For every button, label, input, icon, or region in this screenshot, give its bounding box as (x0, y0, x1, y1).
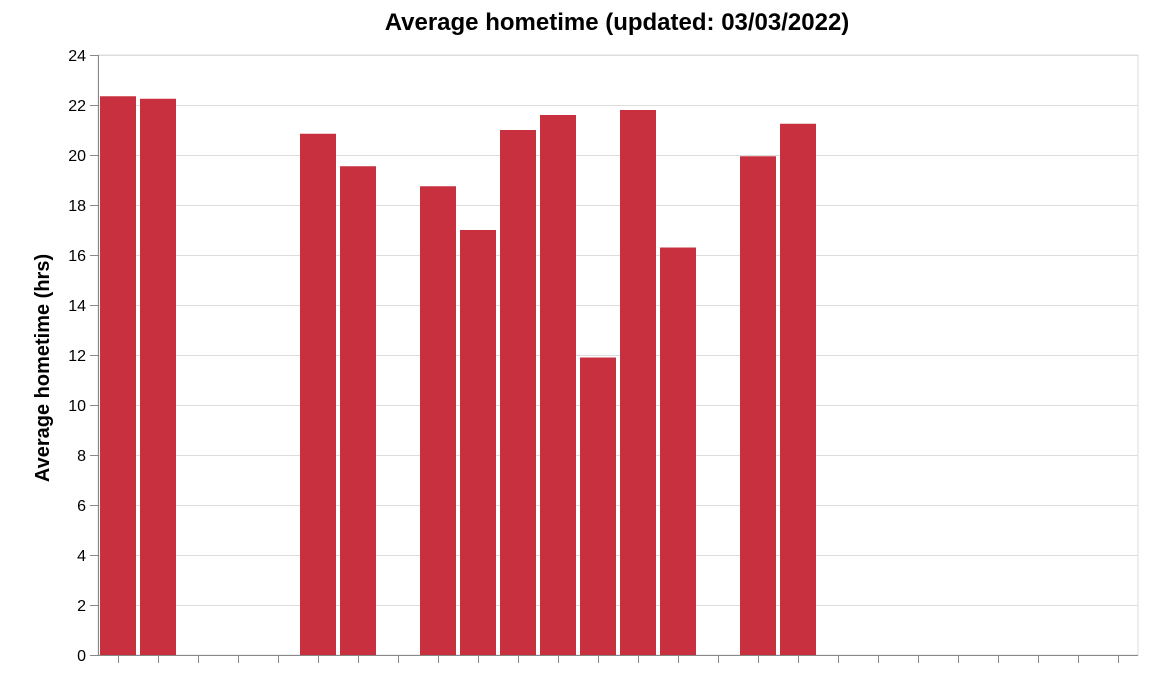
y-tick-label: 18 (68, 198, 86, 215)
y-axis-title: Average hometime (hrs) (32, 254, 54, 482)
bar[interactable] (300, 133, 336, 655)
bar[interactable] (420, 186, 456, 655)
y-tick-label: 0 (77, 648, 86, 665)
y-tick-label: 6 (77, 498, 86, 515)
y-tick-label: 10 (68, 398, 86, 415)
bar[interactable] (580, 357, 616, 656)
bars (100, 96, 816, 655)
bar[interactable] (100, 96, 136, 655)
y-tick-label: 14 (68, 298, 86, 315)
y-tick-label: 4 (77, 548, 86, 565)
bar[interactable] (500, 130, 536, 655)
y-tick-label: 2 (77, 598, 86, 615)
y-tick-label: 20 (68, 148, 86, 165)
y-tick-label: 12 (68, 348, 86, 365)
bar[interactable] (740, 156, 776, 655)
bar[interactable] (780, 123, 816, 655)
y-tick-label: 16 (68, 248, 86, 265)
bar[interactable] (140, 98, 176, 655)
bar[interactable] (540, 115, 576, 655)
y-tick-label: 22 (68, 98, 86, 115)
bar[interactable] (460, 230, 496, 655)
bar[interactable] (660, 247, 696, 656)
grid-lines (97, 54, 1139, 656)
chart-title: Average hometime (updated: 03/03/2022) (385, 9, 850, 36)
y-tick-label: 24 (68, 48, 86, 65)
bar[interactable] (620, 110, 656, 655)
y-tick-label: 8 (77, 448, 86, 465)
bar[interactable] (340, 166, 376, 655)
